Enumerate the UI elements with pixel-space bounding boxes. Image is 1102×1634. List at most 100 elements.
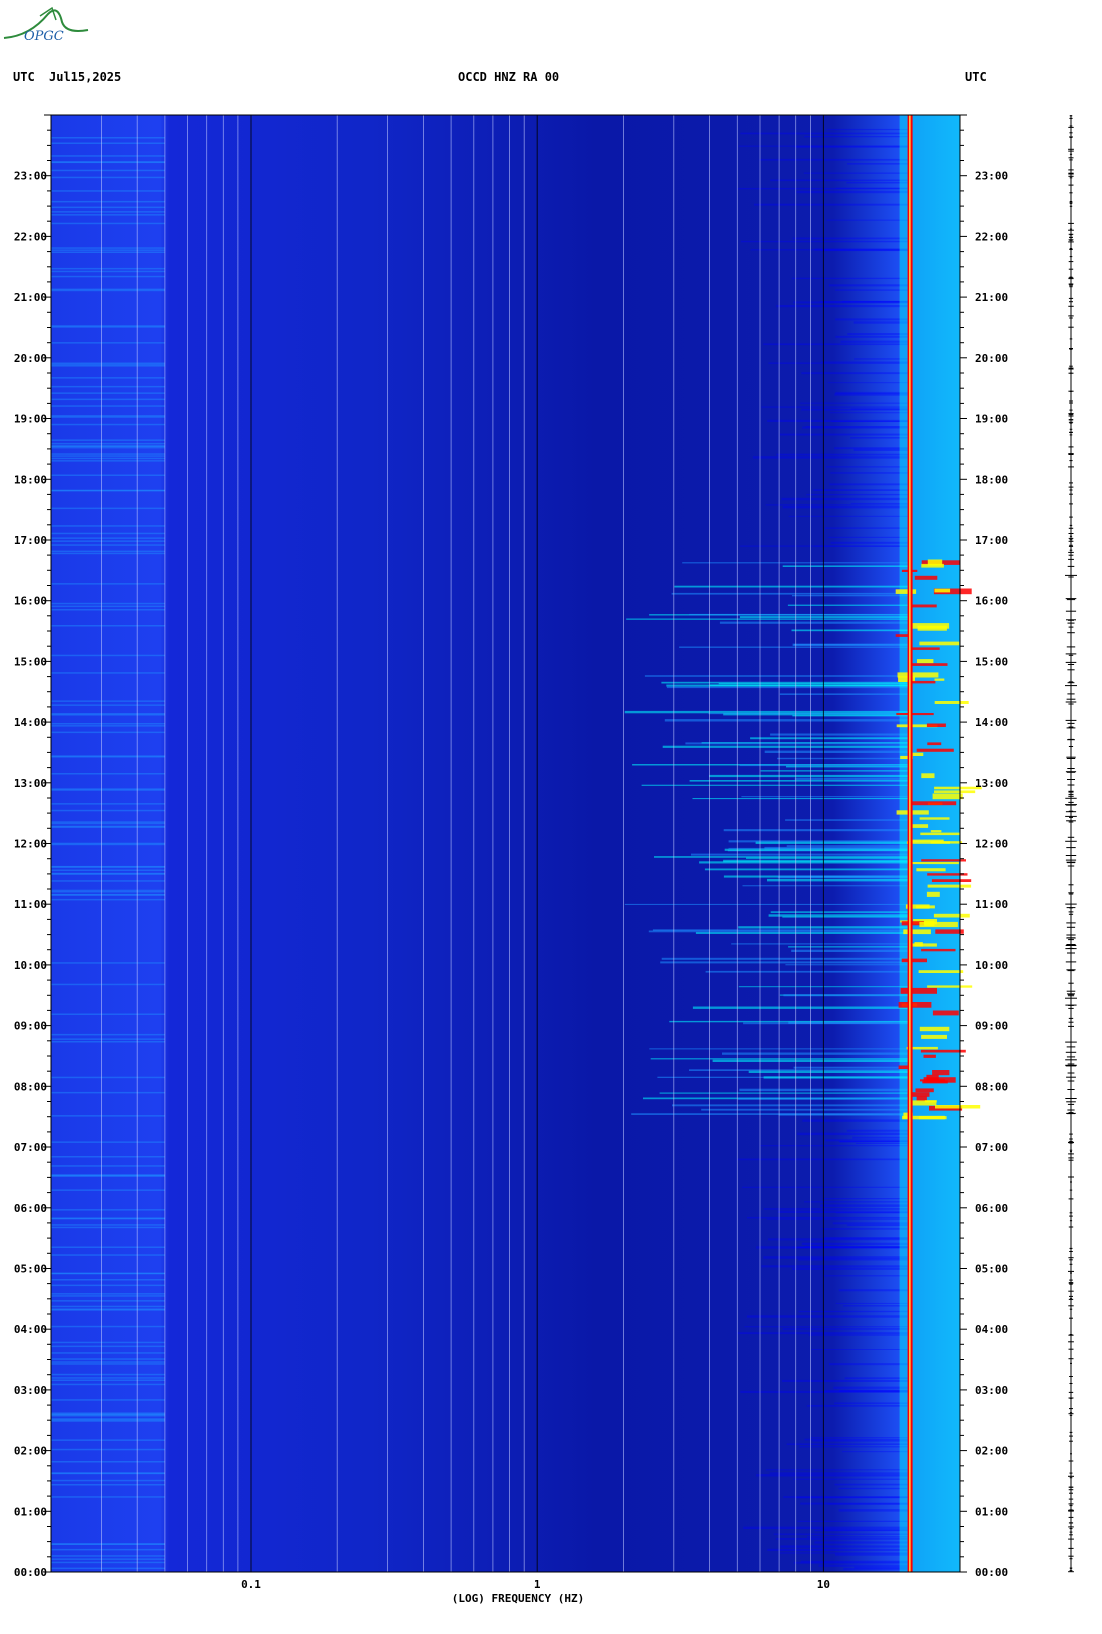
low-frequency-streak bbox=[51, 1472, 165, 1475]
energy-burst bbox=[909, 663, 948, 666]
spectral-streak bbox=[786, 765, 910, 768]
spectral-streak bbox=[708, 713, 910, 715]
energy-burst bbox=[927, 742, 942, 746]
spectral-streak bbox=[846, 181, 910, 184]
spectral-streak bbox=[818, 1564, 910, 1567]
spectral-streak bbox=[785, 819, 910, 821]
spectral-streak bbox=[748, 1070, 910, 1073]
low-frequency-streak bbox=[51, 654, 165, 657]
low-frequency-streak bbox=[51, 1217, 165, 1220]
energy-burst bbox=[913, 919, 937, 925]
low-frequency-streak bbox=[51, 983, 165, 986]
plot-frame bbox=[50, 114, 961, 1573]
x-tick-labels: 0.1 1 10 bbox=[241, 1578, 830, 1591]
energy-burst bbox=[933, 913, 970, 918]
low-frequency-streak bbox=[51, 423, 165, 426]
spectral-streak bbox=[743, 1526, 910, 1529]
energy-burst bbox=[909, 943, 937, 947]
low-frequency-streak bbox=[51, 247, 165, 249]
y-tick-label-right: 23:00 bbox=[975, 170, 1008, 183]
energy-burst bbox=[911, 862, 959, 865]
spectral-streak bbox=[795, 1496, 910, 1499]
y-tick-label-right: 18:00 bbox=[975, 473, 1008, 486]
y-tick-label-right: 04:00 bbox=[975, 1323, 1008, 1336]
energy-burst bbox=[903, 929, 931, 935]
y-tick-label-left: 03:00 bbox=[14, 1384, 47, 1397]
spectral-streak bbox=[779, 433, 910, 436]
spectral-streak bbox=[801, 372, 910, 375]
spectral-streak bbox=[800, 1560, 910, 1563]
spectral-streak bbox=[838, 1509, 910, 1512]
low-frequency-streak bbox=[51, 700, 165, 702]
low-frequency-streak bbox=[51, 457, 165, 460]
low-frequency-streak bbox=[51, 843, 165, 846]
spectral-streak bbox=[813, 489, 910, 491]
y-tick-label-left: 00:00 bbox=[14, 1566, 47, 1579]
spectral-streak bbox=[804, 1438, 910, 1441]
y-tick-label-left: 10:00 bbox=[14, 959, 47, 972]
spectral-streak bbox=[834, 1402, 910, 1405]
energy-burst bbox=[905, 904, 930, 909]
low-frequency-streak bbox=[51, 962, 165, 964]
low-frequency-streak bbox=[51, 1361, 165, 1363]
low-frequency-streak bbox=[51, 544, 165, 546]
y-tick-label-left: 23:00 bbox=[14, 170, 47, 183]
low-frequency-streak bbox=[51, 137, 165, 139]
spectral-streak bbox=[812, 1440, 910, 1442]
spectral-streak bbox=[766, 1218, 910, 1220]
energy-burst bbox=[920, 1049, 966, 1053]
chart-title: OCCD HNZ RA 00 bbox=[458, 70, 560, 84]
spectral-streak bbox=[666, 684, 910, 687]
low-frequency-streak bbox=[51, 1300, 165, 1302]
spectral-streak bbox=[761, 406, 910, 408]
header-date: Jul15,2025 bbox=[49, 70, 122, 84]
spectral-streak bbox=[626, 618, 910, 620]
energy-burst bbox=[900, 987, 937, 994]
spectral-streak bbox=[843, 1305, 910, 1307]
spectral-streak bbox=[823, 1275, 910, 1277]
low-frequency-streak bbox=[51, 1379, 165, 1381]
spectral-streak bbox=[834, 393, 910, 396]
low-frequency-streak bbox=[51, 377, 165, 379]
spectral-streak bbox=[821, 1228, 910, 1230]
low-frequency-streak bbox=[51, 1272, 165, 1275]
spectral-streak bbox=[768, 362, 910, 364]
spectral-streak bbox=[759, 158, 910, 161]
energy-burst bbox=[933, 588, 972, 595]
spectral-streak bbox=[792, 714, 910, 717]
spectral-streak bbox=[705, 970, 910, 973]
spectral-streak bbox=[821, 361, 910, 363]
energy-burst bbox=[914, 942, 923, 947]
spectral-streak bbox=[850, 437, 910, 439]
energy-burst bbox=[921, 1034, 947, 1039]
energy-burst bbox=[926, 723, 946, 727]
spectral-streak bbox=[770, 179, 910, 182]
spectral-streak bbox=[654, 856, 910, 858]
low-frequency-streak bbox=[51, 869, 165, 871]
low-frequency-streak bbox=[51, 1175, 165, 1177]
low-frequency-streak bbox=[51, 1279, 165, 1281]
spectral-streak bbox=[765, 504, 910, 506]
logo-text: OPGC bbox=[24, 29, 64, 44]
energy-burst bbox=[931, 879, 972, 882]
low-frequency-streak bbox=[51, 214, 165, 216]
spectral-streak bbox=[689, 780, 910, 782]
energy-burst bbox=[916, 868, 946, 872]
energy-burst bbox=[932, 793, 963, 800]
y-tick-label-right: 00:00 bbox=[975, 1566, 1008, 1579]
low-frequency-streak bbox=[51, 723, 165, 725]
spectral-streak bbox=[786, 1443, 910, 1445]
low-frequency-streak bbox=[51, 731, 165, 734]
spectral-streak bbox=[835, 335, 910, 338]
spectral-streak bbox=[660, 961, 910, 964]
spectral-streak bbox=[775, 1538, 910, 1540]
spectral-streak bbox=[738, 986, 910, 988]
low-frequency-streak bbox=[51, 1413, 165, 1416]
energy-burst bbox=[895, 634, 911, 637]
spectral-streak bbox=[826, 219, 910, 221]
energy-burst bbox=[921, 563, 944, 568]
spectral-streak bbox=[802, 1119, 910, 1122]
y-tick-label-right: 19:00 bbox=[975, 413, 1008, 426]
energy-burst bbox=[935, 929, 964, 934]
